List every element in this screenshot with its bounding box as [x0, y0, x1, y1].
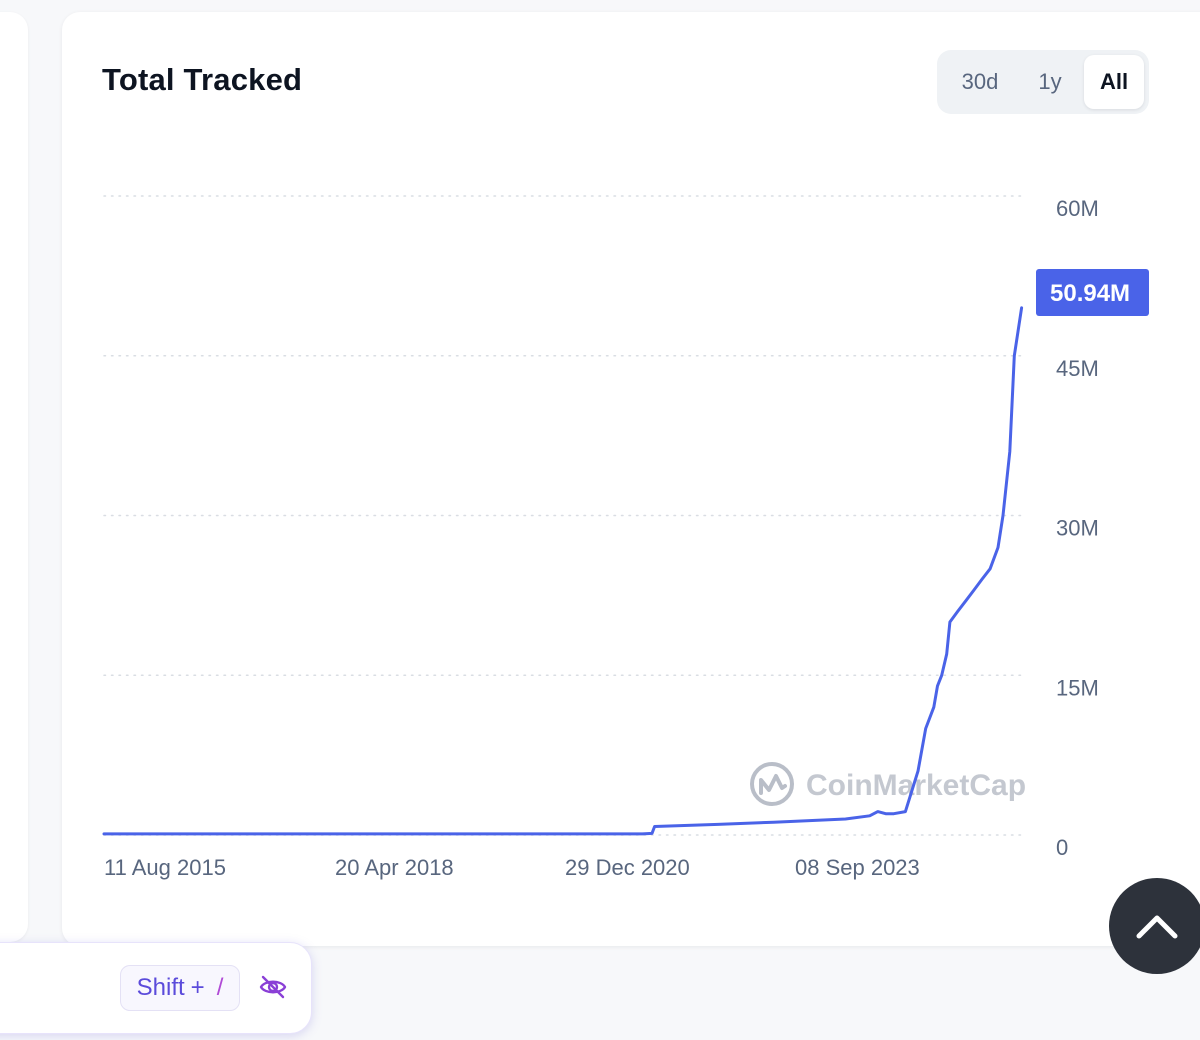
chevron-up-icon [1136, 915, 1178, 939]
shortcut-key: Shift [136, 974, 185, 1001]
range-1y-button[interactable]: 1y [1017, 55, 1083, 109]
x-tick-label: 08 Sep 2023 [795, 855, 920, 880]
watermark: CoinMarketCap [750, 762, 1026, 806]
coinmarketcap-logo-icon [750, 762, 794, 806]
card-title: Total Tracked [102, 62, 303, 97]
y-tick-label: 60M [1056, 196, 1099, 221]
series-line [102, 306, 1024, 836]
range-30d-button[interactable]: 30d [945, 55, 1015, 109]
x-tick-label: 11 Aug 2015 [104, 855, 226, 880]
range-all-button[interactable]: All [1084, 55, 1144, 109]
y-tick-label: 0 [1056, 835, 1068, 860]
keyboard-shortcut-bar [0, 942, 312, 1034]
shortcut-plus: + [190, 974, 205, 1001]
total-tracked-card [62, 12, 1200, 946]
x-tick-label: 20 Apr 2018 [335, 855, 454, 880]
shortcut-hint: Shift + / [120, 965, 240, 1011]
current-value-badge: 50.94M [1036, 269, 1149, 316]
y-tick-label: 30M [1056, 516, 1099, 541]
eye-off-icon[interactable] [256, 970, 290, 1004]
scroll-to-top-button[interactable] [1109, 878, 1200, 974]
time-range-selector: 30d 1y All [937, 50, 1149, 114]
x-tick-label: 29 Dec 2020 [565, 855, 690, 880]
current-value-label: 50.94M [1050, 280, 1130, 307]
previous-card-edge [0, 12, 28, 942]
y-tick-label: 45M [1056, 356, 1099, 381]
shortcut-slash: / [216, 974, 224, 1001]
y-tick-label: 15M [1056, 675, 1099, 700]
